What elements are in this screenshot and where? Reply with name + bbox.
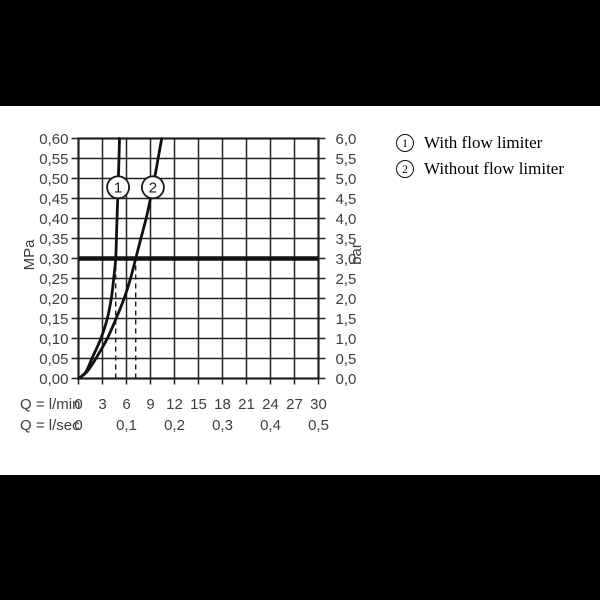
y-left-tick-label: 0,50	[39, 171, 68, 188]
y-right-tick-label: 0,5	[336, 351, 357, 368]
y-left-tick-label: 0,25	[39, 271, 68, 288]
legend-item-with-flow-limiter: 1 With flow limiter	[396, 132, 564, 154]
y-right-unit-label: bar	[348, 243, 365, 265]
legend: 1 With flow limiter 2 Without flow limit…	[396, 132, 564, 184]
x-axis-row1-label: Q = l/min	[20, 396, 80, 413]
y-right-tick-label: 4,5	[336, 191, 357, 208]
axis-ticks	[71, 137, 326, 385]
x-lmin-tick-label: 9	[146, 396, 154, 413]
y-left-tick-labels: 0,60 0,55 0,50 0,45 0,40 0,35 0,30 0,25 0,20 0,15…	[39, 131, 68, 388]
x-lsec-tick-label: 0,4	[260, 417, 281, 434]
curve-marker-number: 1	[114, 180, 122, 197]
x-lmin-tick-label: 18	[214, 396, 231, 413]
y-right-tick-label: 6,0	[336, 131, 357, 148]
y-left-tick-label: 0,20	[39, 291, 68, 308]
y-left-tick-label: 0,55	[39, 151, 68, 168]
x-axis-row2-label: Q = l/sec	[20, 417, 80, 434]
x-lsec-tick-label: 0,3	[212, 417, 233, 434]
curve-marker-number: 2	[149, 180, 157, 197]
x-lsec-tick-label: 0,1	[116, 417, 137, 434]
x-lmin-tick-label: 30	[310, 396, 327, 413]
x-lmin-tick-label: 12	[166, 396, 183, 413]
x-lmin-tick-label: 3	[98, 396, 106, 413]
y-right-tick-label: 5,5	[336, 151, 357, 168]
y-left-tick-label: 0,10	[39, 331, 68, 348]
x-lmin-tick-label: 0	[74, 396, 82, 413]
curve-marker-2: 2	[140, 175, 165, 200]
x-lmin-tick-label: 21	[238, 396, 255, 413]
y-right-tick-label: 5,0	[336, 171, 357, 188]
circled-2-icon	[140, 175, 165, 200]
circled-1-icon	[106, 175, 130, 200]
y-left-tick-label: 0,60	[39, 131, 68, 148]
y-left-tick-label: 0,45	[39, 191, 68, 208]
y-right-tick-label: 2,0	[336, 291, 357, 308]
y-right-tick-label: 1,5	[336, 311, 357, 328]
y-right-tick-label: 3,0	[336, 251, 357, 268]
circled-1-icon: 1	[396, 134, 414, 152]
y-right-tick-label: 4,0	[336, 211, 357, 228]
y-left-tick-label: 0,00	[39, 371, 68, 388]
y-left-tick-label: 0,15	[39, 311, 68, 328]
circled-2-icon: 2	[396, 160, 414, 178]
y-right-tick-label: 1,0	[336, 331, 357, 348]
x-lmin-tick-label: 24	[262, 396, 279, 413]
x-lmin-tick-label: 6	[122, 396, 130, 413]
legend-label: With flow limiter	[424, 133, 543, 152]
x-tick-labels-lsec: 0 0,1 0,2 0,3 0,4 0,5	[74, 417, 329, 434]
legend-item-without-flow-limiter: 2 Without flow limiter	[396, 158, 564, 180]
legend-label: Without flow limiter	[424, 159, 565, 178]
x-tick-labels-lmin: 0 3 6 9 12 15 18 21 24 27 30	[74, 396, 327, 413]
y-right-tick-label: 2,5	[336, 271, 357, 288]
y-left-tick-label: 0,05	[39, 351, 68, 368]
x-lmin-tick-label: 27	[286, 396, 303, 413]
letterbox-top-bar	[0, 0, 600, 106]
x-lsec-tick-label: 0,5	[308, 417, 329, 434]
x-lsec-tick-label: 0	[74, 417, 82, 434]
y-right-tick-labels: 6,0 5,5 5,0 4,5 4,0 3,5 3,0 2,5 2,0 1,5 1,0 0,5 0,0	[336, 131, 357, 388]
guide-lines	[114, 258, 137, 379]
y-right-tick-label: 3,5	[336, 231, 357, 248]
y-left-tick-label: 0,30	[39, 251, 68, 268]
y-left-tick-label: 0,35	[39, 231, 68, 248]
curve-marker-1: 1	[106, 175, 130, 200]
y-left-unit-label: MPa	[21, 239, 38, 271]
y-right-tick-label: 0,0	[336, 371, 357, 388]
x-lmin-tick-label: 15	[190, 396, 207, 413]
x-lsec-tick-label: 0,2	[164, 417, 185, 434]
y-left-tick-label: 0,40	[39, 211, 68, 228]
letterbox-bottom-bar	[0, 475, 600, 600]
